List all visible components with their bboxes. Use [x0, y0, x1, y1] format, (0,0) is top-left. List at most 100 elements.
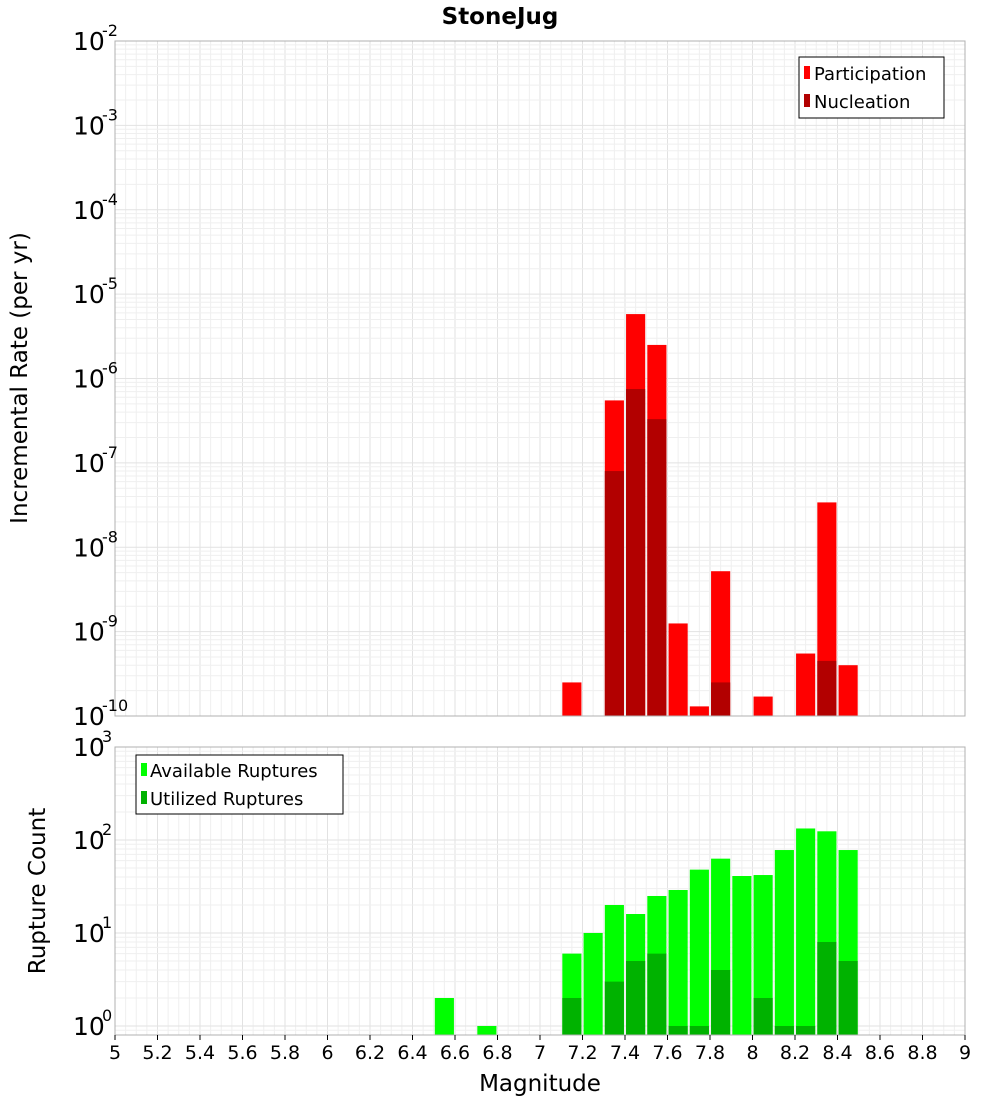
nucleation-legend-label: Nucleation [814, 92, 910, 113]
rate-bar-nucleation [817, 660, 837, 716]
rate-bar-nucleation [711, 682, 731, 716]
rate-y-tick-exponent: -8 [102, 527, 118, 546]
x-ticks: 5 5.2 5.4 5.6 5.8 6 6.2 6.4 6.6 6.8 7 7.2 7.4 7.6 7.8 8… [109, 1035, 971, 1064]
count-bar-available-ruptures [434, 997, 454, 1035]
count-bar-available-ruptures [668, 889, 688, 1035]
rate-bar-participation [838, 665, 858, 716]
rate-y-tick-exponent: -6 [102, 359, 118, 378]
utilized-legend-swatch [141, 791, 147, 804]
count-y-tick-label: 10 [73, 733, 105, 762]
count-bar-available-ruptures [796, 828, 816, 1035]
count-legend-box [135, 754, 344, 815]
count-bar-utilized-ruptures [626, 960, 646, 1035]
x-tick-label: 6.6 [440, 1042, 470, 1064]
rate-legend: Participation Nucleation [798, 56, 945, 119]
x-tick-label: 5.8 [270, 1042, 300, 1064]
rate-bars [562, 314, 858, 716]
rate-y-tick-exponent: -10 [102, 696, 128, 715]
rate-y-tick-label: 10 [73, 111, 105, 140]
count-bar-utilized-ruptures [647, 953, 667, 1035]
count-bar-utilized-ruptures [753, 997, 773, 1035]
count-bar-utilized-ruptures [838, 960, 858, 1035]
rate-bar-participation [562, 682, 582, 716]
available-legend-swatch [141, 763, 147, 776]
rate-y-tick-exponent: -9 [102, 612, 118, 631]
participation-legend-label: Participation [814, 64, 926, 85]
x-tick-label: 7.6 [652, 1042, 682, 1064]
x-tick-label: 6 [321, 1042, 333, 1064]
x-tick-label: 8.8 [907, 1042, 937, 1064]
x-tick-label: 7.2 [567, 1042, 597, 1064]
rate-y-tick-exponent: -4 [102, 190, 118, 209]
x-tick-label: 9 [959, 1042, 971, 1064]
count-bar-utilized-ruptures [774, 1025, 794, 1035]
count-bar-available-ruptures [583, 932, 603, 1035]
count-y-tick-exponent: 1 [102, 913, 112, 932]
count-bar-available-ruptures [689, 869, 709, 1035]
count-y-tick-exponent: 0 [102, 1006, 112, 1025]
count-bar-utilized-ruptures [689, 1025, 709, 1035]
x-tick-label: 7.4 [610, 1042, 640, 1064]
chart-title: StoneJug [442, 4, 559, 30]
rate-grid [114, 40, 966, 717]
count-y-tick-exponent: 2 [102, 820, 112, 839]
count-bar-utilized-ruptures [668, 1025, 688, 1035]
rate-plot-border [114, 40, 966, 717]
count-bar-available-ruptures [477, 1025, 497, 1035]
rate-y-tick-exponent: -5 [102, 274, 118, 293]
count-bar-utilized-ruptures [796, 1025, 816, 1035]
x-tick-label: 8.4 [822, 1042, 852, 1064]
rate-y-tick-label: 10 [73, 27, 105, 56]
count-y-tick-label: 10 [73, 1012, 105, 1041]
rate-bar-participation [689, 706, 709, 716]
x-tick-label: 7.8 [695, 1042, 725, 1064]
count-bar-utilized-ruptures [711, 969, 731, 1035]
count-bar-available-ruptures [774, 850, 794, 1035]
count-bar-utilized-ruptures [562, 997, 582, 1035]
x-tick-label: 6.8 [482, 1042, 512, 1064]
x-tick-label: 6.2 [355, 1042, 385, 1064]
x-tick-label: 8.2 [780, 1042, 810, 1064]
rate-bar-nucleation [626, 389, 646, 716]
x-tick-label: 5.4 [185, 1042, 215, 1064]
rate-y-tick-label: 10 [73, 533, 105, 562]
count-y-tick-exponent: 3 [102, 727, 112, 746]
x-tick-label: 5 [109, 1042, 121, 1064]
rate-y-axis-title: Incremental Rate (per yr) [7, 232, 33, 524]
count-y-axis-title: Rupture Count [25, 808, 51, 974]
count-bar-utilized-ruptures [817, 942, 837, 1035]
rate-y-tick-exponent: -2 [102, 21, 118, 40]
rate-y-tick-label: 10 [73, 365, 105, 394]
rate-bar-nucleation [647, 419, 667, 716]
rate-legend-box [798, 56, 945, 119]
rate-y-tick-label: 10 [73, 702, 105, 731]
rate-y-tick-label: 10 [73, 280, 105, 309]
nucleation-legend-swatch [804, 94, 810, 107]
x-tick-label: 8.6 [865, 1042, 895, 1064]
count-y-tick-label: 10 [73, 919, 105, 948]
rate-bar-nucleation [604, 471, 624, 716]
x-tick-label: 8 [746, 1042, 758, 1064]
rate-bar-participation [796, 653, 816, 716]
rate-y-tick-exponent: -7 [102, 443, 118, 462]
rate-bar-participation [711, 571, 731, 716]
rate-bar-participation [668, 623, 688, 716]
rate-y-tick-label: 10 [73, 196, 105, 225]
x-tick-label: 5.6 [227, 1042, 257, 1064]
count-legend: Available Ruptures Utilized Ruptures [135, 754, 344, 815]
count-bar-utilized-ruptures [604, 981, 624, 1035]
participation-legend-swatch [804, 66, 810, 79]
count-bar-available-ruptures [753, 875, 773, 1035]
x-tick-label: 5.2 [142, 1042, 172, 1064]
x-tick-label: 6.4 [397, 1042, 427, 1064]
count-bars [434, 828, 858, 1035]
available-legend-label: Available Ruptures [150, 761, 318, 782]
x-axis-title: Magnitude [479, 1071, 601, 1097]
count-bar-available-ruptures [732, 876, 752, 1035]
rate-y-tick-label: 10 [73, 618, 105, 647]
utilized-legend-label: Utilized Ruptures [150, 789, 303, 810]
